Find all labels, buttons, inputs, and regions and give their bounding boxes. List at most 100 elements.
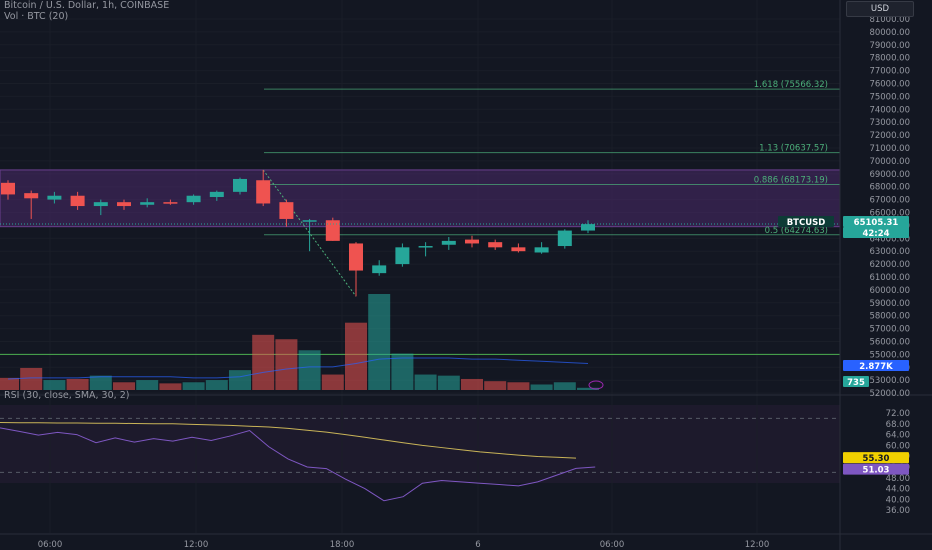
candle-body [302, 220, 317, 222]
price-tick-label: 76000.00 [869, 80, 910, 90]
volume-bar [136, 380, 159, 390]
candle-body [24, 193, 39, 199]
rsi-tag-bg [843, 463, 909, 475]
time-tick-label: 12:00 [745, 540, 770, 550]
volume-bar [113, 382, 135, 390]
volume-bar [229, 370, 251, 390]
price-tick-label: 66000.00 [869, 209, 910, 219]
volume-bar [391, 353, 414, 390]
price-tick-label: 61000.00 [869, 273, 910, 283]
volume-bar [345, 322, 367, 390]
time-tick-label: 06:00 [600, 540, 625, 550]
rsi-tick-label: 40.00 [886, 495, 910, 505]
last-price-tag-bg [843, 216, 909, 228]
price-tick-label: 56000.00 [869, 338, 910, 348]
candle-body [186, 195, 201, 203]
rsi-tag-text: 51.03 [863, 466, 890, 476]
rsi-tick-label: 72.00 [886, 409, 910, 419]
candle-body [233, 178, 247, 192]
candle-body [349, 243, 363, 271]
volume-bar [89, 375, 112, 390]
volume-bar [461, 378, 483, 390]
last-price-tag: 65105.31 [843, 216, 909, 228]
countdown-tag-bg [843, 227, 909, 239]
volume-bar [298, 350, 321, 390]
symbol-tag-bg [778, 216, 834, 228]
candle-body [557, 230, 572, 247]
volume-tag: 735 [843, 376, 869, 388]
volume-bar [205, 380, 228, 390]
volume-bar [414, 374, 437, 390]
candle-body [395, 247, 410, 265]
price-tick-label: 75000.00 [869, 92, 910, 102]
candle-body [117, 202, 131, 207]
rsi-ma-line [0, 421, 577, 459]
time-tick-label: 12:00 [184, 540, 209, 550]
price-tick-label: 72000.00 [869, 131, 910, 141]
price-tick-label: 71000.00 [869, 144, 910, 154]
alert-marker-icon [588, 380, 604, 390]
volume-ma-tag-bg [843, 360, 909, 371]
candle-body [70, 195, 85, 207]
candle-body [581, 224, 595, 231]
price-tick-label: 52000.00 [869, 389, 910, 399]
rsi-ma-tag-text: 55.30 [863, 454, 890, 464]
fib-level-label: 1.13 (70637.57) [759, 144, 828, 154]
price-tick-label: 78000.00 [869, 54, 910, 64]
volume-bar [437, 375, 460, 390]
candle-body [163, 202, 178, 204]
rsi-tick-label: 68.00 [886, 420, 910, 430]
volume-bar [553, 382, 576, 390]
volume-bar [530, 384, 553, 390]
volume-ma-line [7, 357, 589, 380]
candle-body [488, 242, 503, 248]
volume-ma-tag: 2.877K [843, 360, 909, 372]
time-tick-label: 6 [475, 540, 480, 550]
candle-body [465, 239, 479, 244]
symbol-tag-text: BTCUSD [787, 218, 826, 228]
price-zone [0, 169, 841, 228]
volume-bar [321, 374, 344, 390]
volume-ma-tag-text: 2.877K [859, 362, 893, 372]
volume-bar [275, 339, 298, 390]
price-tick-label: 74000.00 [869, 105, 910, 115]
time-tick-label: 18:00 [330, 540, 355, 550]
rsi-band [0, 405, 840, 483]
countdown-tag: 42:24 [843, 227, 909, 239]
candle-body [93, 202, 108, 207]
volume-bar [507, 382, 530, 390]
price-tick-label: 63000.00 [869, 247, 910, 257]
price-tick-label: 81000.00 [869, 15, 910, 25]
rsi-ma-tag-bg [843, 452, 909, 464]
price-tick-label: 79000.00 [869, 41, 910, 51]
candle-body [325, 220, 340, 241]
price-tick-label: 68000.00 [869, 183, 910, 193]
price-tick-label: 80000.00 [869, 28, 910, 38]
rsi-line [0, 427, 596, 502]
price-tick-label: 59000.00 [869, 299, 910, 309]
rsi-tag: 51.03 [843, 463, 909, 476]
fib-level-label: 0.886 (68173.19) [754, 175, 828, 185]
candle-body [441, 240, 456, 245]
countdown-tag-text: 42:24 [862, 229, 889, 239]
price-tick-label: 55000.00 [869, 350, 910, 360]
candle-body [534, 247, 549, 253]
price-tick-label: 77000.00 [869, 67, 910, 77]
price-tick-label: 60000.00 [869, 286, 910, 296]
volume-tag-bg [843, 376, 869, 387]
candle-body [418, 246, 433, 248]
currency-button[interactable]: USD [846, 1, 914, 17]
price-tick-label: 67000.00 [869, 196, 910, 206]
candle-body [140, 202, 155, 205]
rsi-tick-label: 36.00 [886, 506, 910, 516]
time-tick-label: 06:00 [38, 540, 63, 550]
volume-bar [20, 367, 43, 390]
symbol-tag: BTCUSD [778, 216, 834, 228]
fib-level-label: 0.5 (64274.63) [765, 226, 828, 236]
candle-body [47, 195, 62, 200]
fib-level-label: 1.618 (75566.32) [754, 80, 828, 90]
rsi-ma-tag: 55.30 [843, 452, 909, 464]
candle-body [209, 191, 224, 198]
rsi-indicator-label: RSI (30, close, SMA, 30, 2) [4, 390, 130, 401]
